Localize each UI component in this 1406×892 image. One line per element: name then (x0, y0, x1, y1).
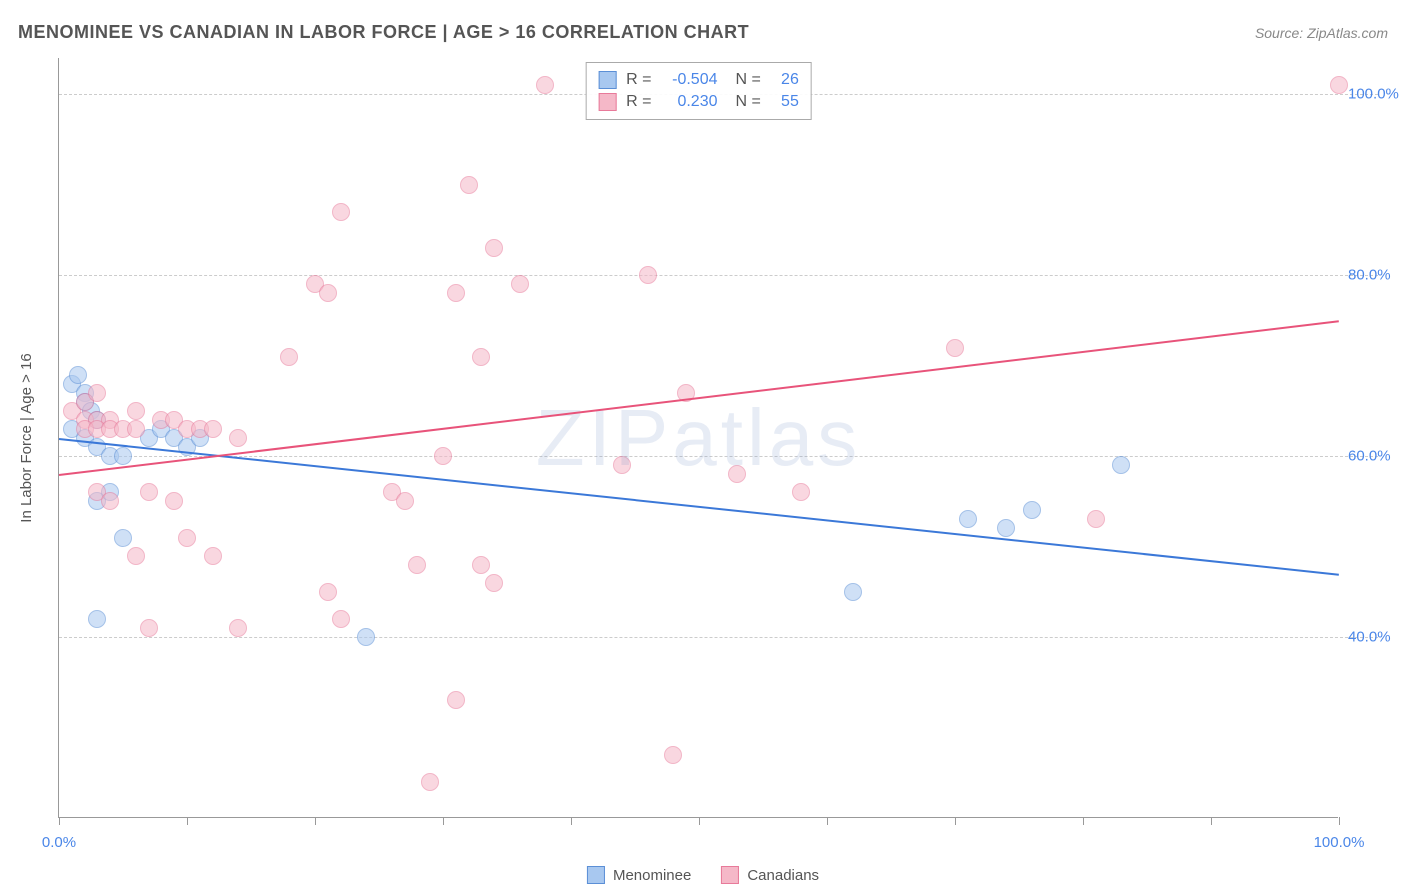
data-point (536, 76, 554, 94)
data-point (319, 583, 337, 601)
stats-row: R = 0.230 N = 55 (598, 91, 799, 113)
trend-line (59, 438, 1339, 576)
y-tick-label: 100.0% (1348, 86, 1406, 103)
data-point (959, 510, 977, 528)
data-point (664, 746, 682, 764)
r-value: -0.504 (662, 71, 718, 89)
legend-swatch (721, 866, 739, 884)
data-point (421, 773, 439, 791)
data-point (127, 547, 145, 565)
data-point (460, 176, 478, 194)
series-swatch (598, 93, 616, 111)
n-value: 26 (771, 71, 799, 89)
data-point (140, 483, 158, 501)
data-point (844, 583, 862, 601)
y-axis-label: In Labor Force | Age > 16 (18, 353, 35, 522)
data-point (69, 366, 87, 384)
data-point (1112, 456, 1130, 474)
y-tick-label: 80.0% (1348, 267, 1406, 284)
x-tick-label: 0.0% (42, 834, 76, 851)
data-point (332, 203, 350, 221)
data-point (101, 492, 119, 510)
stats-row: R = -0.504 N = 26 (598, 69, 799, 91)
data-point (178, 529, 196, 547)
data-point (434, 447, 452, 465)
data-point (396, 492, 414, 510)
data-point (114, 447, 132, 465)
data-point (204, 420, 222, 438)
data-point (997, 519, 1015, 537)
x-tick (443, 817, 444, 825)
data-point (357, 628, 375, 646)
data-point (88, 610, 106, 628)
data-point (472, 348, 490, 366)
data-point (165, 492, 183, 510)
r-label: R = (626, 71, 651, 89)
x-tick (827, 817, 828, 825)
n-value: 55 (771, 93, 799, 111)
data-point (127, 420, 145, 438)
scatter-chart: ZIPatlas R =-0.504N =26R =0.230N =55 40.… (58, 58, 1338, 818)
legend-item: Canadians (721, 866, 819, 884)
data-point (1023, 501, 1041, 519)
y-tick-label: 60.0% (1348, 448, 1406, 465)
data-point (613, 456, 631, 474)
x-tick (699, 817, 700, 825)
data-point (229, 619, 247, 637)
r-label: R = (626, 93, 651, 111)
data-point (114, 529, 132, 547)
data-point (204, 547, 222, 565)
data-point (140, 619, 158, 637)
r-value: 0.230 (662, 93, 718, 111)
data-point (127, 402, 145, 420)
x-tick (315, 817, 316, 825)
data-point (1330, 76, 1348, 94)
x-tick-label: 100.0% (1314, 834, 1365, 851)
gridline (59, 275, 1378, 276)
data-point (408, 556, 426, 574)
n-label: N = (736, 93, 761, 111)
data-point (511, 275, 529, 293)
gridline (59, 456, 1378, 457)
trend-line (59, 320, 1339, 476)
x-tick (1211, 817, 1212, 825)
data-point (485, 239, 503, 257)
data-point (485, 574, 503, 592)
x-tick (1339, 817, 1340, 825)
legend-swatch (587, 866, 605, 884)
data-point (792, 483, 810, 501)
legend-item: Menominee (587, 866, 691, 884)
data-point (447, 691, 465, 709)
watermark: ZIPatlas (536, 392, 861, 484)
x-tick (59, 817, 60, 825)
data-point (332, 610, 350, 628)
gridline (59, 637, 1378, 638)
data-point (229, 429, 247, 447)
data-point (1087, 510, 1105, 528)
data-point (319, 284, 337, 302)
series-legend: Menominee Canadians (587, 866, 819, 884)
x-tick (1083, 817, 1084, 825)
x-tick (955, 817, 956, 825)
series-swatch (598, 71, 616, 89)
data-point (88, 384, 106, 402)
legend-label: Menominee (613, 867, 691, 884)
data-point (728, 465, 746, 483)
n-label: N = (736, 71, 761, 89)
data-point (280, 348, 298, 366)
x-tick (571, 817, 572, 825)
x-tick (187, 817, 188, 825)
correlation-stats-box: R = -0.504 N = 26 R = 0.230 N = 55 (585, 62, 812, 120)
data-point (946, 339, 964, 357)
y-tick-label: 40.0% (1348, 629, 1406, 646)
source-attribution: Source: ZipAtlas.com (1255, 25, 1388, 41)
data-point (639, 266, 657, 284)
chart-title: MENOMINEE VS CANADIAN IN LABOR FORCE | A… (18, 22, 749, 43)
legend-label: Canadians (747, 867, 819, 884)
data-point (447, 284, 465, 302)
data-point (472, 556, 490, 574)
